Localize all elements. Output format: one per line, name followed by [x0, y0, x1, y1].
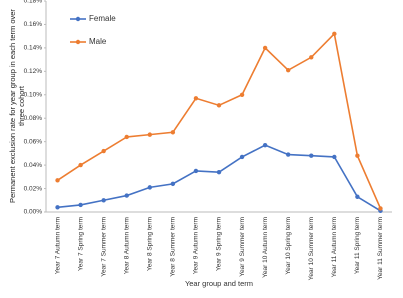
x-tick-label: Year 10 Spring term — [285, 217, 292, 275]
series-line — [57, 32, 382, 209]
data-point — [101, 148, 106, 154]
y-tick-label: 0.12% — [24, 68, 43, 75]
y-axis-label: Permanent exclusion rate for year group … — [8, 9, 26, 203]
data-point — [355, 194, 360, 199]
data-point — [78, 162, 83, 168]
x-tick-label: Year 8 Spring term — [147, 217, 154, 271]
data-point — [124, 134, 129, 140]
x-tick-label: Year 7 Spring term — [77, 217, 84, 271]
data-point — [216, 103, 222, 108]
y-tick-label: 0.10% — [24, 91, 43, 98]
x-tick-label: Year 7 Autumn term — [54, 217, 61, 274]
y-tick-label: 0.06% — [24, 138, 43, 145]
data-point — [239, 92, 245, 97]
data-point — [101, 198, 106, 203]
x-tick-label: Year 9 Summer term — [239, 217, 246, 277]
data-point — [55, 205, 60, 210]
x-tick-label: Year 9 Autumn term — [193, 217, 200, 274]
data-point — [78, 202, 83, 208]
data-point — [332, 154, 337, 160]
y-tick-label: 0.14% — [24, 45, 43, 52]
data-point — [309, 55, 314, 60]
data-point — [193, 168, 199, 174]
data-point — [332, 31, 337, 37]
y-tick-label: 0.08% — [24, 115, 43, 122]
x-tick-label: Year 10 Autumn term — [262, 217, 269, 278]
x-tick-label: Year 7 Summer term — [100, 217, 107, 277]
data-point — [170, 130, 176, 135]
y-tick-label: 0.00% — [24, 209, 43, 216]
x-tick-label: Year 8 Autumn term — [123, 217, 130, 274]
data-point — [286, 67, 291, 73]
y-tick-label: 0.04% — [24, 162, 43, 169]
series-line — [57, 144, 381, 212]
x-tick-label: Year 11 Spring term — [354, 217, 361, 274]
x-tick-label: Year 11 Autumn term — [331, 217, 338, 277]
data-point — [378, 206, 383, 211]
y-tick-label: 0.16% — [24, 21, 43, 28]
data-point — [355, 153, 360, 158]
x-tick-label: Year 8 Summer term — [170, 217, 177, 277]
data-point — [309, 153, 314, 158]
x-tick-label: Year 10 Summer term — [308, 217, 315, 280]
data-point — [239, 154, 245, 160]
data-point — [286, 152, 291, 157]
legend-marker — [75, 16, 81, 22]
x-axis-label: Year group and term — [185, 279, 253, 288]
data-point — [147, 132, 152, 137]
data-point — [216, 169, 222, 175]
legend-label: Female — [89, 14, 116, 23]
y-tick-label: 0.18% — [24, 0, 43, 5]
data-point — [124, 193, 129, 198]
legend-marker — [75, 39, 81, 45]
data-point — [193, 96, 199, 101]
legend-label: Male — [89, 37, 107, 46]
data-point — [147, 185, 152, 190]
data-point — [262, 45, 268, 51]
data-point — [55, 178, 60, 183]
data-point — [262, 142, 268, 148]
data-point — [170, 181, 176, 187]
y-tick-label: 0.02% — [24, 185, 43, 192]
x-tick-label: Year 11 Summer term — [377, 217, 384, 280]
x-tick-label: Year 9 Spring term — [216, 217, 223, 271]
